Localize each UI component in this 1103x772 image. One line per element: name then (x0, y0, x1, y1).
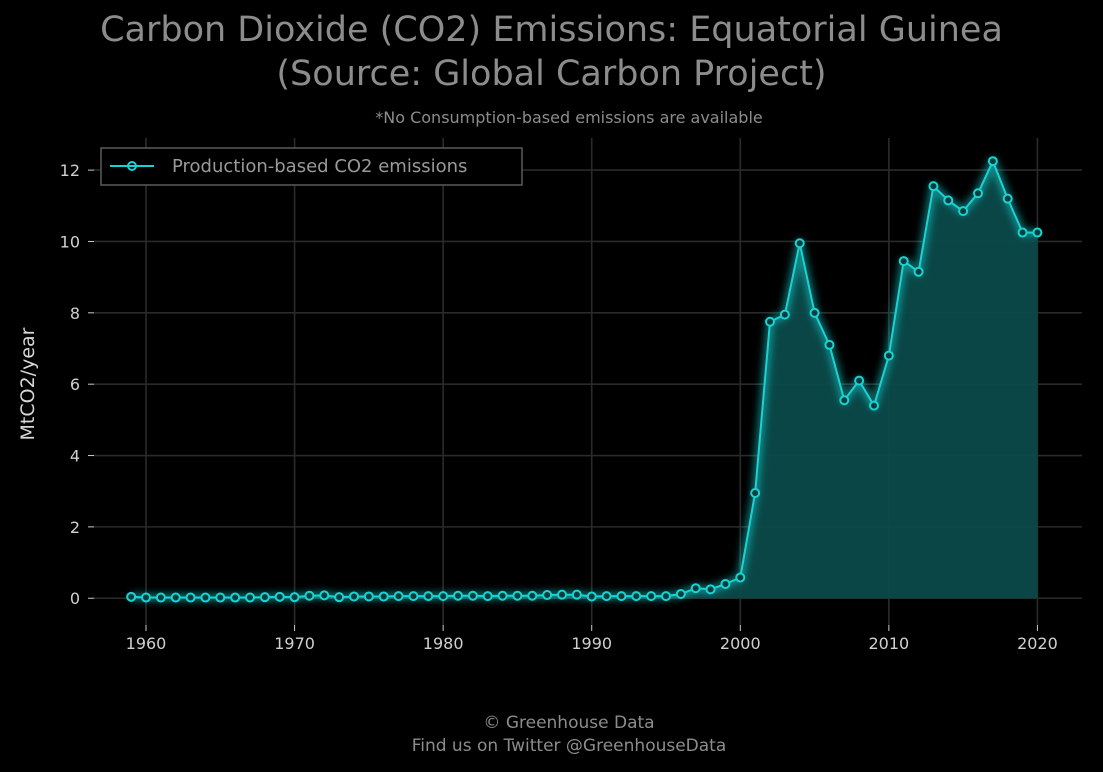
y-tick-label: 8 (70, 304, 80, 323)
y-tick-label: 12 (60, 161, 80, 180)
chart-subtitle: *No Consumption-based emissions are avai… (375, 108, 763, 127)
chart-title: Carbon Dioxide (CO2) Emissions: Equatori… (0, 8, 1103, 96)
data-point (363, 591, 374, 602)
data-point (913, 266, 924, 277)
legend-box (100, 147, 523, 186)
data-point (943, 195, 954, 206)
data-point (1032, 227, 1043, 238)
data-point (185, 592, 196, 603)
data-point (378, 591, 389, 602)
chart-title-line-2: (Source: Global Carbon Project) (276, 54, 827, 94)
data-point (155, 592, 166, 603)
data-point (126, 591, 137, 602)
data-point (586, 591, 597, 602)
data-point (393, 591, 404, 602)
data-point (497, 590, 508, 601)
data-point (349, 591, 359, 602)
data-point (334, 592, 345, 603)
data-point (987, 156, 998, 167)
data-point (274, 591, 285, 602)
data-point (542, 590, 553, 601)
data-point (824, 339, 835, 350)
y-tick-label: 4 (70, 447, 80, 466)
data-point (646, 591, 657, 602)
data-point (631, 591, 642, 602)
data-point (571, 589, 582, 600)
data-point (779, 309, 790, 320)
data-point (1017, 227, 1028, 238)
y-axis-label: MtCO2/year (17, 327, 39, 440)
data-point (423, 591, 434, 602)
x-tick-label: 2000 (720, 634, 761, 653)
data-point (259, 592, 270, 603)
data-point (482, 591, 493, 602)
data-point (869, 400, 879, 411)
y-tick-label: 0 (70, 589, 80, 608)
footer-twitter: Find us on Twitter @GreenhouseData (411, 736, 727, 756)
data-point (230, 592, 241, 603)
data-point (735, 572, 746, 583)
x-tick-label: 1990 (571, 634, 612, 653)
data-point (304, 590, 315, 601)
data-point (512, 590, 523, 601)
data-point (467, 590, 478, 601)
footer: © Greenhouse Data Find us on Twitter @Gr… (0, 712, 1103, 758)
data-point (705, 584, 716, 595)
data-point (527, 590, 538, 601)
data-point (170, 592, 181, 603)
data-point (690, 583, 701, 594)
data-point (245, 592, 255, 603)
y-axis-ticks: 0 2 4 6 8 10 12 (60, 161, 94, 608)
emissions-area-fill (131, 161, 1038, 599)
data-point (898, 256, 909, 267)
data-point (675, 588, 686, 599)
x-tick-label: 1960 (126, 634, 167, 653)
data-point (557, 589, 567, 600)
y-tick-label: 2 (70, 518, 80, 537)
data-points (126, 156, 1043, 603)
data-point (215, 592, 226, 603)
y-tick-label: 10 (60, 232, 80, 251)
data-point (973, 188, 983, 199)
x-tick-label: 2020 (1017, 634, 1058, 653)
data-point (854, 375, 865, 386)
x-tick-label: 1980 (423, 634, 464, 653)
data-point (661, 591, 671, 602)
legend-marker-swatch (127, 161, 137, 171)
legend-label: Production-based CO2 emissions (172, 156, 467, 177)
data-point (453, 590, 463, 601)
x-axis-ticks: 1960 1970 1980 1990 2000 2010 2020 (126, 625, 1058, 653)
data-point (289, 592, 300, 603)
emissions-chart: 1960 1970 1980 1990 2000 2010 2020 0 2 4 6 8 10 12 M… (17, 138, 1082, 653)
data-point (958, 206, 969, 217)
x-tick-label: 2010 (868, 634, 909, 653)
data-point (319, 590, 330, 601)
data-point (839, 395, 850, 406)
chart-title-line-1: Carbon Dioxide (CO2) Emissions: Equatori… (100, 10, 1003, 50)
data-point (794, 238, 805, 249)
data-point (601, 591, 612, 602)
data-point (1002, 193, 1013, 204)
data-point (200, 592, 211, 603)
y-tick-label: 6 (70, 375, 80, 394)
legend: Production-based CO2 emissions (100, 147, 523, 186)
data-point (883, 350, 894, 361)
data-point (438, 591, 449, 602)
data-point (616, 591, 627, 602)
data-point (141, 592, 151, 603)
x-tick-label: 1970 (274, 634, 315, 653)
data-point (765, 316, 775, 327)
data-point (750, 487, 761, 498)
data-point (928, 181, 939, 192)
data-point (408, 591, 419, 602)
data-point (720, 578, 731, 589)
footer-copyright: © Greenhouse Data (483, 713, 655, 733)
data-point (809, 307, 820, 318)
